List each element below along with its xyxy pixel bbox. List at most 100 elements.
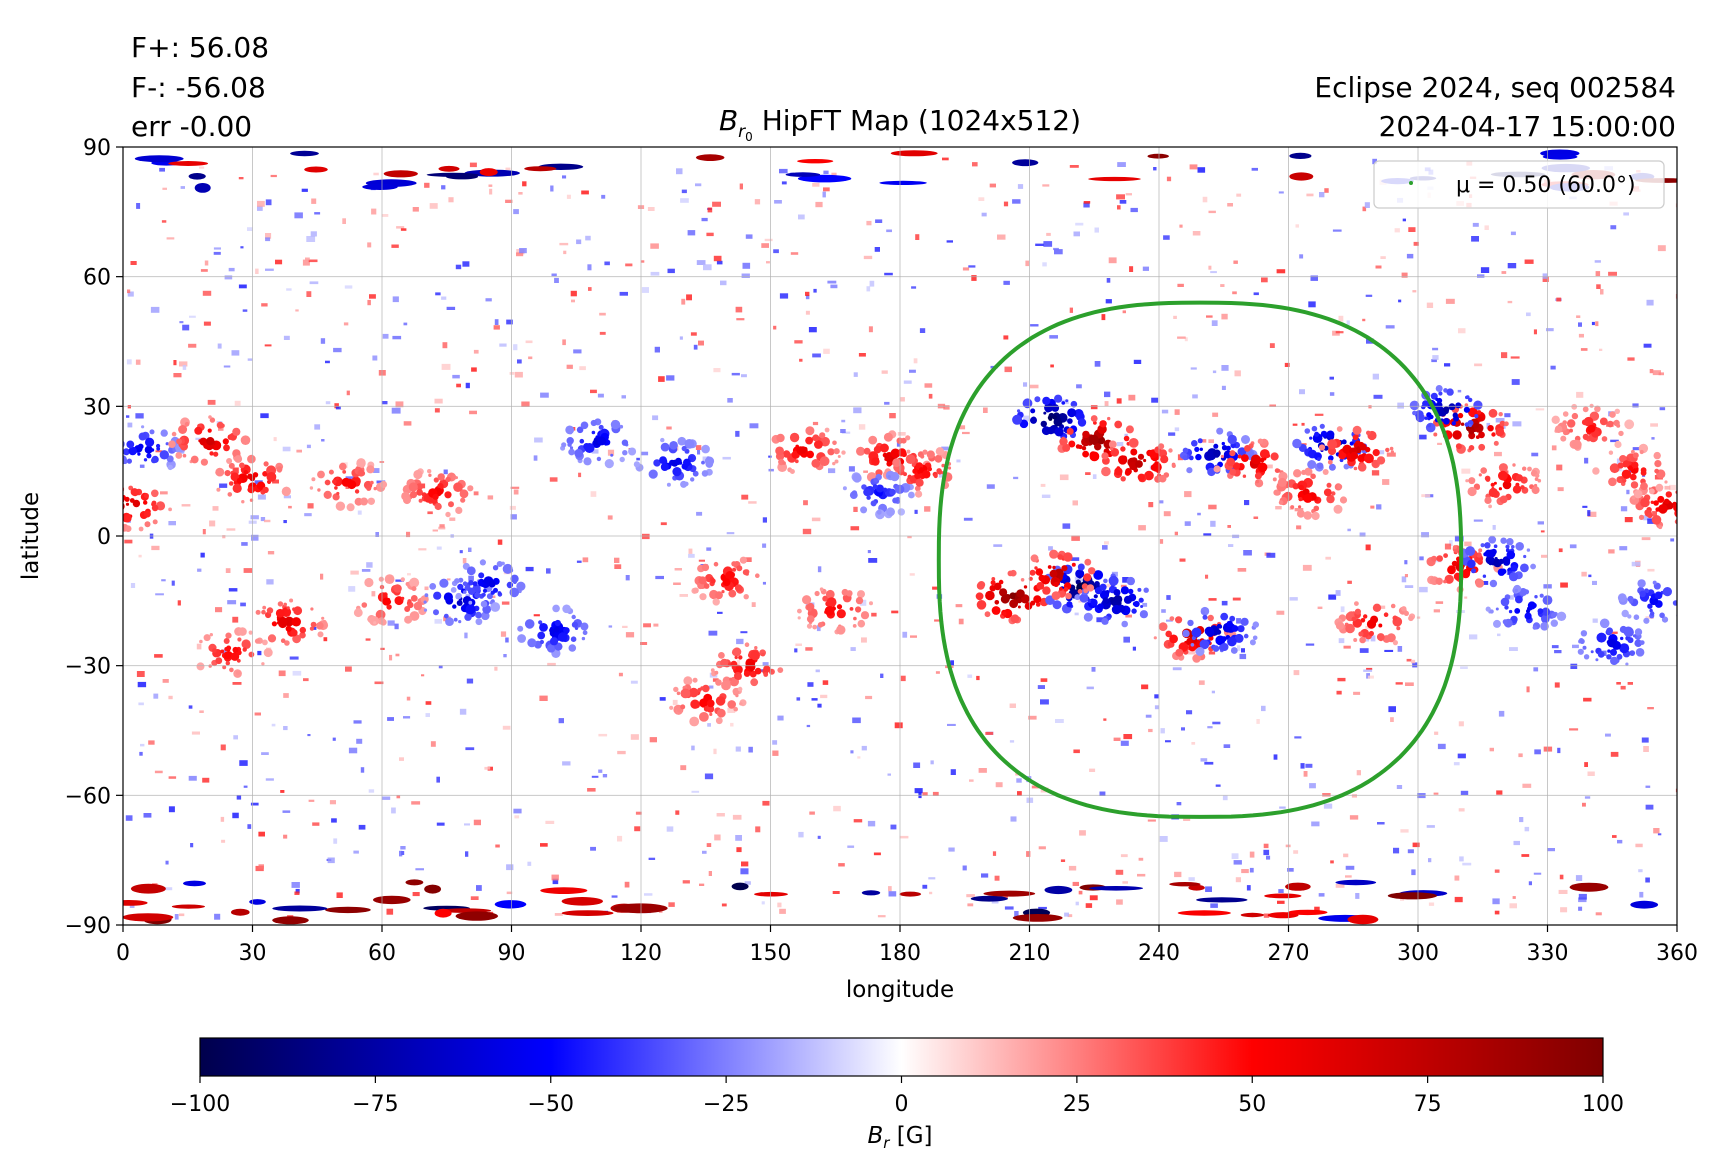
field-speckle [1198,680,1205,685]
active-region-patch [710,668,715,673]
field-speckle [143,813,152,818]
active-region-patch [836,604,843,610]
field-speckle [907,536,912,539]
field-speckle [1519,817,1524,823]
active-region-patch [565,425,575,435]
x-tick-label: 180 [879,941,921,966]
field-speckle [554,913,563,916]
active-region-patch [1474,414,1479,419]
field-speckle [1453,762,1460,766]
field-speckle [1551,645,1559,649]
field-speckle [247,358,253,361]
active-region-patch [1341,439,1347,445]
field-speckle [1643,343,1652,348]
active-region-patch [546,644,556,653]
field-speckle [1542,276,1549,282]
field-speckle [554,277,559,283]
field-speckle [873,852,881,856]
field-speckle [853,819,863,823]
field-speckle [470,896,479,900]
active-region-patch [1551,415,1560,424]
active-region-patch [824,427,830,433]
field-speckle [1294,736,1302,739]
legend: μ = 0.50 (60.0°) [1373,160,1665,209]
active-region-patch [1327,439,1338,450]
active-region-patch [478,572,485,579]
active-region-patch [1465,395,1470,400]
field-speckle [886,229,892,233]
field-speckle [932,791,939,796]
field-speckle [1526,686,1530,693]
active-region-patch [1443,406,1450,413]
active-region-patch [342,470,347,474]
field-speckle [264,344,272,347]
field-speckle [1582,505,1588,508]
active-region-patch [628,447,637,456]
active-region-patch [794,459,799,464]
active-region-patch [1601,436,1608,442]
active-region-patch [434,502,442,511]
active-region-patch [278,617,288,626]
field-speckle [178,913,185,917]
polar-field-patch [123,900,148,906]
field-speckle [138,554,142,558]
active-region-patch [336,491,340,496]
active-region-patch [1336,426,1343,432]
active-region-patch [1627,595,1634,603]
field-speckle [329,800,336,805]
field-speckle [1029,384,1039,389]
active-region-patch [822,595,829,602]
active-region-patch [146,453,152,459]
field-speckle [636,457,640,461]
field-speckle [1524,259,1534,264]
field-speckle [225,568,231,573]
polar-field-patch [168,161,209,166]
field-speckle [296,449,302,453]
field-speckle [929,891,933,895]
active-region-patch [234,455,243,463]
field-speckle [1128,394,1136,401]
active-region-patch [737,686,743,692]
x-axis: 0 30 60 90 120 150 180 210 240 270 300 330 360 [116,925,1698,966]
active-region-patch [1534,595,1538,599]
field-speckle [400,851,405,855]
field-speckle [1569,728,1579,731]
field-speckle [1638,869,1643,873]
active-region-patch [215,657,223,665]
field-speckle [1106,583,1111,588]
field-speckle [902,631,908,638]
active-region-patch [1652,580,1657,585]
active-region-patch [887,475,891,479]
active-region-patch [411,586,417,592]
active-region-patch [581,636,586,641]
field-speckle [1560,907,1568,913]
active-region-patch [1003,608,1013,619]
active-region-patch [1057,554,1064,560]
field-speckle [1397,646,1403,652]
field-speckle [968,265,976,268]
active-region-patch [892,458,901,468]
field-speckle [443,469,448,475]
active-region-patch [1508,609,1513,614]
active-region-patch [1680,589,1686,595]
field-speckle [1524,826,1530,832]
field-speckle [1395,682,1403,685]
field-speckle [868,326,873,333]
active-region-patch [282,486,291,496]
field-speckle [1457,753,1466,759]
field-speckle [875,219,883,223]
active-region-patch [1229,450,1236,457]
active-region-patch [1191,440,1198,447]
active-region-patch [1199,639,1210,650]
active-region-patch [1491,432,1496,437]
active-region-patch [1485,477,1491,482]
polar-field-patch [405,879,424,886]
field-speckle [286,288,292,291]
active-region-patch [1597,651,1605,658]
active-region-patch [468,600,473,605]
field-speckle [473,349,479,354]
active-region-patch [490,602,501,612]
field-speckle [154,770,163,774]
active-region-patch [423,608,428,612]
active-region-patch [1165,630,1172,638]
